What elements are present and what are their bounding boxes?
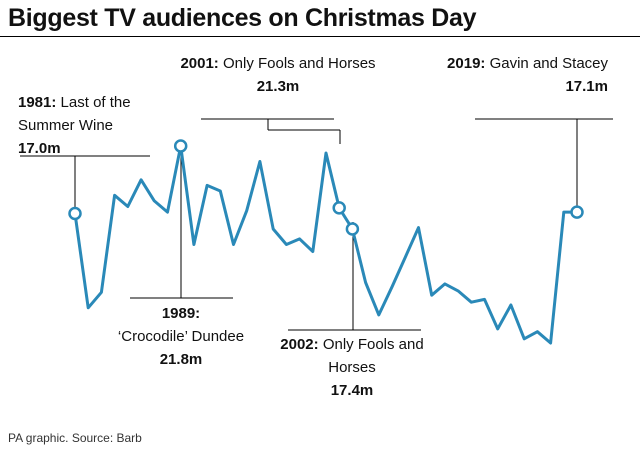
annotation-value: 21.8m [159,351,203,368]
data-point-1981 [68,206,82,221]
annotation-year: 1989: [161,305,201,322]
annotation-year: 1981: [18,94,57,111]
annotation-programme: ‘Crocodile’ Dundee [117,328,245,345]
chart-title: Biggest TV audiences on Christmas Day [8,4,477,32]
annotation-value: 21.3m [256,78,300,95]
annotation-1981: 1981: Last of the Summer Wine 17.0m [18,91,178,160]
highlight-markers [68,139,584,236]
annotation-year: 2019: [447,55,486,72]
annotation-year: 2002: [280,336,319,353]
data-point-2002 [345,222,360,236]
data-point-2001 [332,201,346,215]
annotation-programme: Only Fools and Horses [222,55,376,72]
annotation-programme: Only Fools and Horses [322,336,424,376]
data-point-2019 [570,205,584,219]
series-line [73,144,579,345]
annotation-programme: Gavin and Stacey [489,55,608,72]
source-note: PA graphic. Source: Barb [8,431,142,445]
title-rule [0,36,640,37]
annotation-2019: 2019: Gavin and Stacey 17.1m [430,52,608,98]
annotation-2001: 2001: Only Fools and Horses 21.3m [168,52,388,98]
annotation-2002: 2002: Only Fools and Horses 17.4m [262,333,442,402]
annotation-year: 2001: [180,55,219,72]
audience-series [73,144,579,345]
annotation-programme: Last of the Summer Wine [18,94,131,134]
annotation-value: 17.1m [565,78,608,95]
annotation-value: 17.4m [330,382,374,399]
leader-lines [20,118,613,331]
data-point-1989 [173,139,188,153]
annotation-value: 17.0m [18,140,61,157]
annotation-1989: 1989: ‘Crocodile’ Dundee 21.8m [106,302,256,371]
